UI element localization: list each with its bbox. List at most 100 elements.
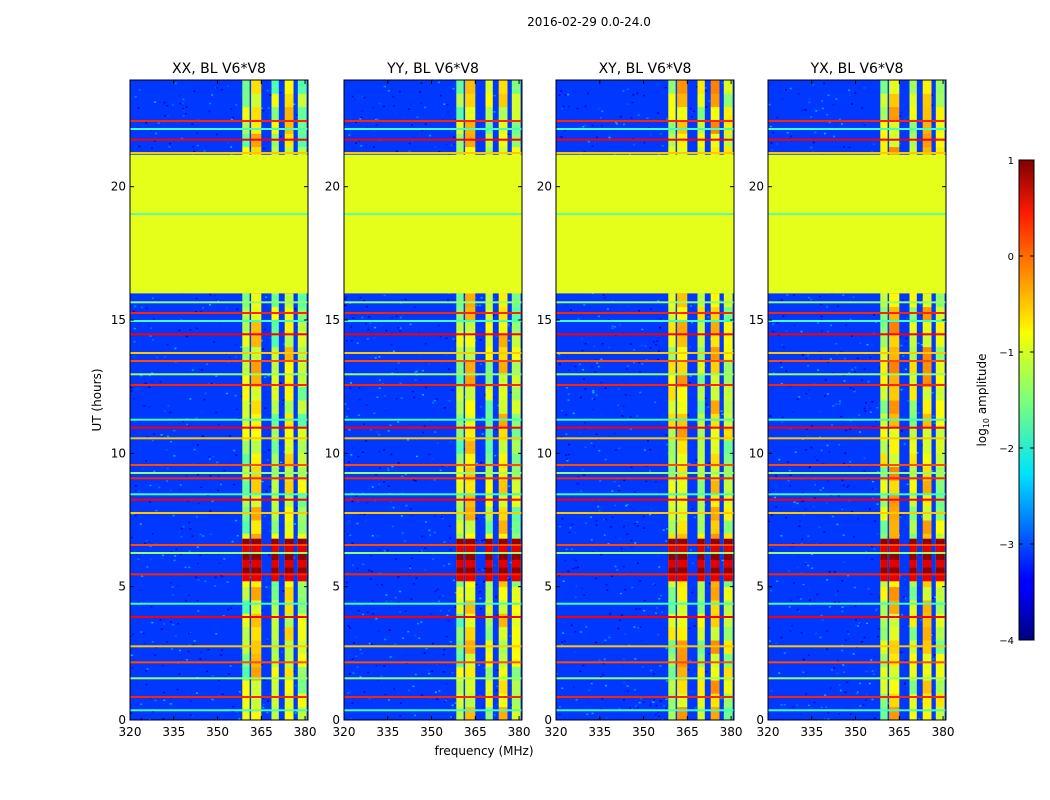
rfi-channel-band xyxy=(668,520,676,534)
rfi-time-line xyxy=(130,301,308,304)
heatmap-speckle xyxy=(636,92,639,95)
rfi-channel-band xyxy=(723,426,733,441)
heatmap-speckle xyxy=(217,423,220,426)
rfi-channel-band xyxy=(271,333,279,348)
rfi-channel-band xyxy=(456,320,464,334)
heatmap-speckle xyxy=(148,324,151,327)
heatmap-speckle xyxy=(785,370,788,372)
heatmap-speckle xyxy=(424,569,427,571)
heatmap-speckle xyxy=(797,555,800,558)
heatmap-speckle xyxy=(585,353,587,355)
heatmap-speckle xyxy=(400,652,403,654)
heatmap-speckle xyxy=(644,462,646,465)
heatmap-speckle xyxy=(145,683,148,686)
heatmap-speckle xyxy=(182,147,185,149)
heatmap-speckle xyxy=(434,590,437,593)
strong-rfi-burst xyxy=(710,574,720,582)
heatmap-speckle xyxy=(154,101,157,103)
heatmap-speckle xyxy=(268,433,271,436)
rfi-channel-band xyxy=(677,480,688,494)
heatmap-speckle xyxy=(397,327,400,329)
heatmap-speckle xyxy=(826,114,829,116)
rfi-channel-band xyxy=(909,613,917,628)
heatmap-speckle xyxy=(438,151,441,153)
heatmap-speckle xyxy=(798,396,801,398)
heatmap-speckle xyxy=(786,294,789,296)
heatmap-speckle xyxy=(383,294,386,297)
rfi-channel-band xyxy=(271,320,279,334)
rfi-channel-band xyxy=(909,653,917,668)
heatmap-speckle xyxy=(352,672,355,674)
heatmap-speckle xyxy=(649,347,652,349)
heatmap-speckle xyxy=(816,593,819,596)
heatmap-speckle xyxy=(215,633,218,635)
heatmap-speckle xyxy=(636,562,639,564)
strong-rfi-burst xyxy=(889,538,900,546)
heatmap-speckle xyxy=(279,382,282,384)
heatmap-speckle xyxy=(180,527,183,530)
heatmap-speckle xyxy=(619,592,622,595)
heatmap-speckle xyxy=(131,522,134,525)
rfi-channel-band xyxy=(485,93,493,108)
rfi-channel-band xyxy=(935,586,945,601)
heatmap-speckle xyxy=(621,614,624,616)
heatmap-speckle xyxy=(132,633,135,635)
heatmap-speckle xyxy=(193,90,196,93)
heatmap-speckle xyxy=(845,324,848,326)
rfi-time-line xyxy=(130,493,308,496)
heatmap-speckle xyxy=(399,327,402,329)
heatmap-speckle xyxy=(377,679,380,681)
heatmap-speckle xyxy=(827,94,830,96)
heatmap-speckle xyxy=(185,335,188,338)
heatmap-speckle xyxy=(139,523,142,525)
heatmap-speckle xyxy=(494,454,497,457)
heatmap-speckle xyxy=(197,118,200,121)
heatmap-speckle xyxy=(643,142,646,144)
heatmap-speckle xyxy=(174,347,177,350)
heatmap-speckle xyxy=(813,497,816,499)
heatmap-speckle xyxy=(603,297,606,299)
heatmap-speckle xyxy=(408,689,411,692)
heatmap-speckle xyxy=(479,363,482,366)
rfi-channel-band xyxy=(677,600,688,614)
heatmap-speckle xyxy=(591,408,594,411)
rfi-time-line xyxy=(344,312,522,314)
heatmap-speckle xyxy=(266,640,269,642)
heatmap-speckle xyxy=(667,452,670,454)
heatmap-speckle xyxy=(687,295,689,297)
heatmap-speckle xyxy=(659,614,662,616)
heatmap-speckle xyxy=(507,323,510,326)
heatmap-speckle xyxy=(871,401,874,403)
heatmap-speckle xyxy=(581,587,584,590)
heatmap-speckle xyxy=(171,594,174,596)
rfi-channel-band xyxy=(710,360,720,374)
heatmap-speckle xyxy=(167,405,170,407)
heatmap-speckle xyxy=(217,694,220,697)
heatmap-speckle xyxy=(780,422,783,424)
rfi-channel-band xyxy=(511,373,521,388)
heatmap-speckle xyxy=(443,103,446,105)
rfi-time-line xyxy=(556,645,734,648)
heatmap-speckle xyxy=(789,630,792,632)
heatmap-speckle xyxy=(653,699,656,701)
heatmap-speckle xyxy=(903,443,906,445)
heatmap-speckle xyxy=(140,631,143,633)
heatmap-speckle xyxy=(674,461,677,464)
heatmap-speckle xyxy=(400,397,403,399)
heatmap-speckle xyxy=(199,658,202,660)
heatmap-speckle xyxy=(146,668,149,670)
heatmap-speckle xyxy=(842,664,845,666)
heatmap-speckle xyxy=(260,339,263,342)
heatmap-speckle xyxy=(193,150,196,153)
heatmap-speckle xyxy=(195,576,198,578)
strong-rfi-burst xyxy=(677,545,688,553)
heatmap-speckle xyxy=(352,371,355,374)
rfi-channel-band xyxy=(710,666,720,681)
rfi-time-line xyxy=(768,360,946,362)
heatmap-speckle xyxy=(182,108,185,110)
strong-rfi-burst xyxy=(271,552,279,560)
heatmap-speckle xyxy=(772,489,775,491)
heatmap-speckle xyxy=(812,141,815,144)
rfi-channel-band xyxy=(935,666,945,681)
heatmap-speckle xyxy=(586,92,589,95)
